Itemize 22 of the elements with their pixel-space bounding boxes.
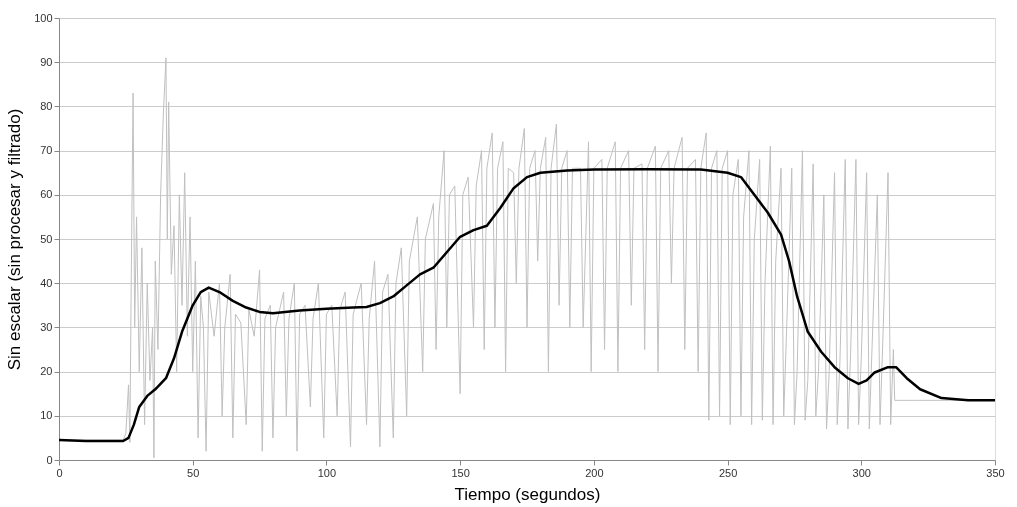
x-tick-label: 300 (852, 466, 871, 479)
x-axis-title: Tiempo (segundos) (454, 484, 601, 504)
y-tick-label: 30 (40, 320, 53, 333)
y-axis-title: Sin escalar (sin procesar y filtrado) (5, 108, 25, 371)
y-tick-label: 40 (40, 276, 53, 289)
x-tick-label: 200 (585, 466, 604, 479)
x-tick-label: 350 (986, 466, 1005, 479)
x-tick-label: 250 (718, 466, 738, 479)
x-tick-label: 150 (451, 466, 470, 479)
y-tick-label: 80 (40, 99, 53, 112)
x-tick-label: 0 (56, 466, 63, 479)
line-series (59, 167, 995, 443)
y-tick-label: 70 (40, 144, 53, 157)
y-tick-label: 60 (40, 188, 53, 201)
y-tick-label: 20 (40, 365, 53, 378)
y-tick-label: 50 (40, 232, 53, 245)
y-tick-label: 10 (40, 409, 53, 422)
y-tick-label: 0 (46, 453, 53, 466)
y-tick-label: 90 (40, 55, 53, 68)
y-tick-label: 100 (34, 11, 53, 24)
x-tick-label: 100 (317, 466, 337, 479)
x-tick-label: 50 (187, 466, 200, 479)
